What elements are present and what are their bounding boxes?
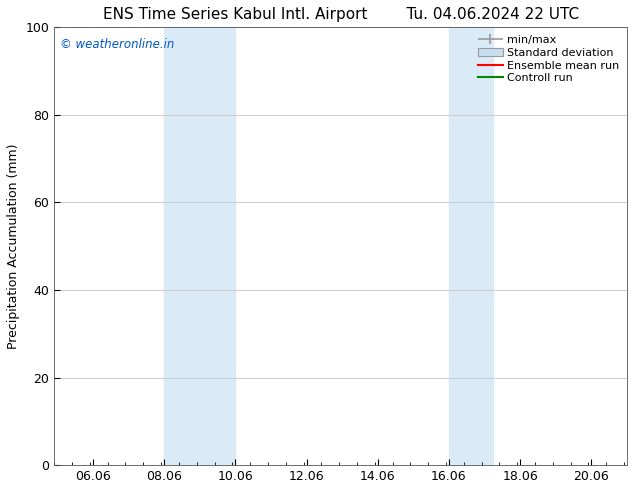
Title: ENS Time Series Kabul Intl. Airport        Tu. 04.06.2024 22 UTC: ENS Time Series Kabul Intl. Airport Tu. … [103, 7, 579, 22]
Y-axis label: Precipitation Accumulation (mm): Precipitation Accumulation (mm) [7, 144, 20, 349]
Bar [449, 27, 493, 465]
Legend: min/max, Standard deviation, Ensemble mean run, Controll run: min/max, Standard deviation, Ensemble me… [476, 33, 621, 86]
Text: © weatheronline.in: © weatheronline.in [60, 38, 174, 51]
Bar [164, 27, 235, 465]
